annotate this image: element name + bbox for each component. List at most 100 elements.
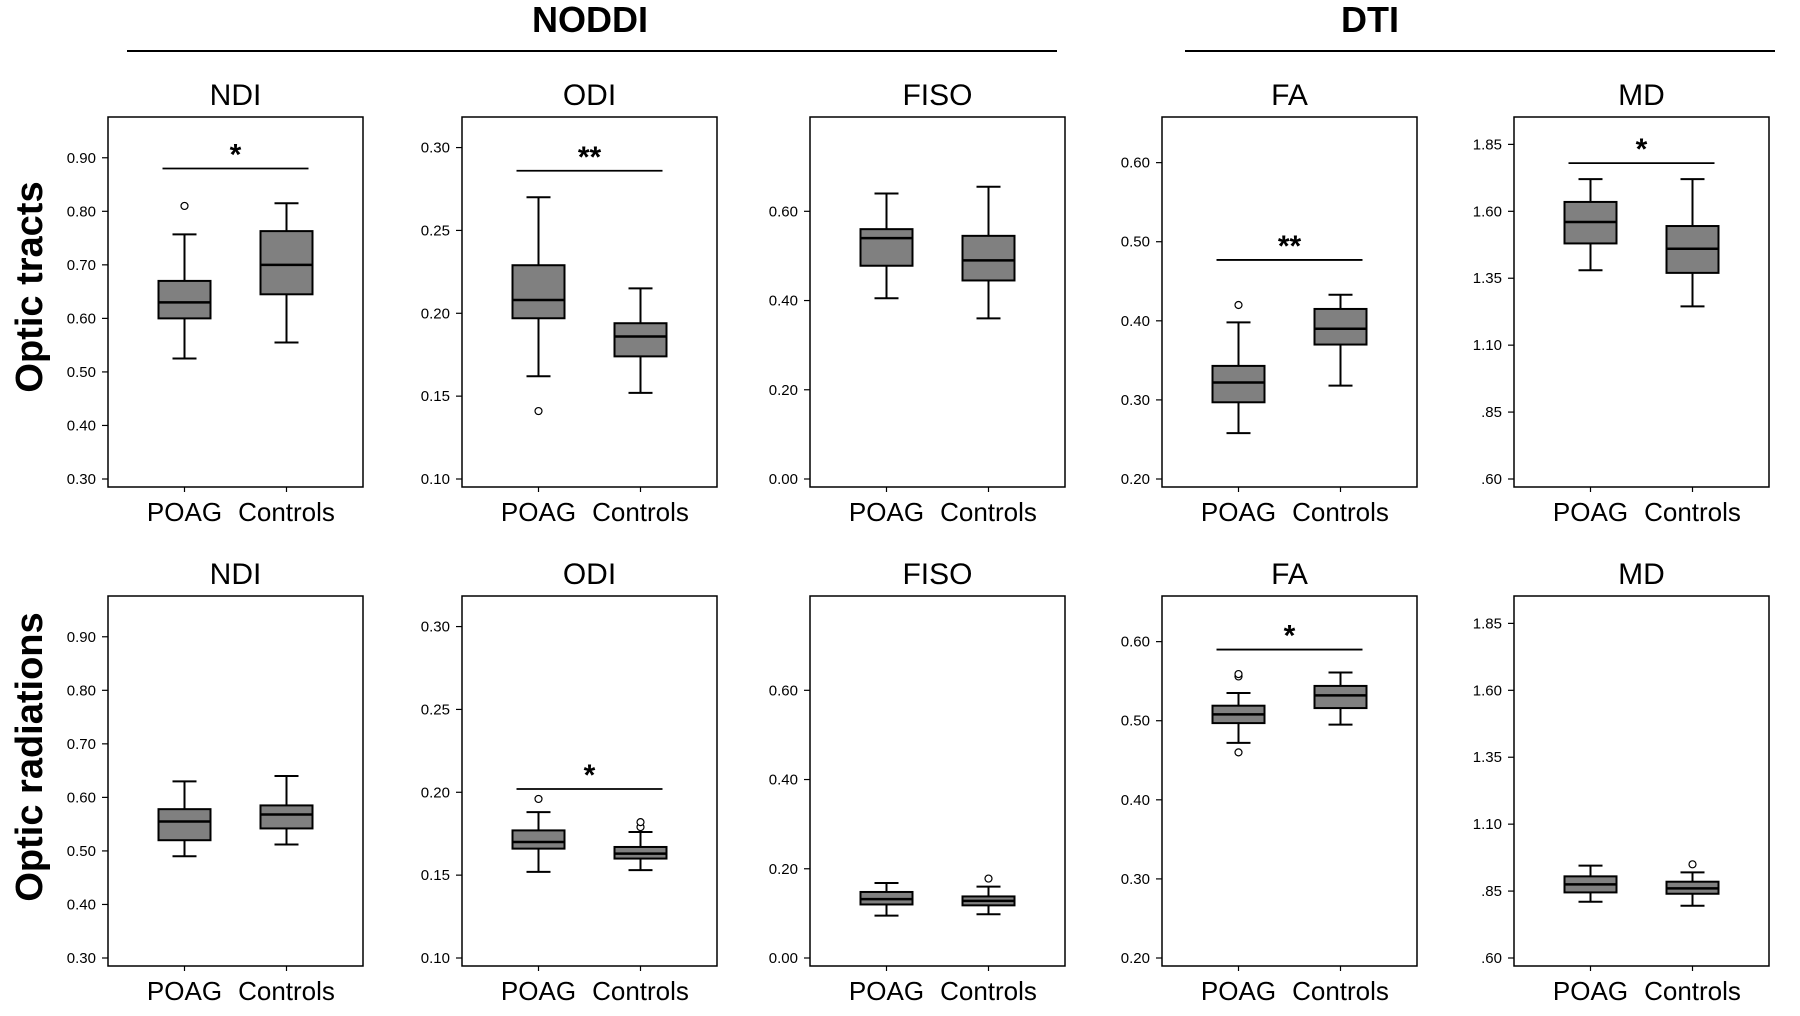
- box-poag: [511, 794, 566, 873]
- outlier-point: [1234, 300, 1243, 310]
- box-poag: [1563, 178, 1618, 272]
- y-tick-label: 0.10: [421, 471, 450, 488]
- y-tick-label: 0.40: [67, 417, 96, 434]
- panel-title-optic-tracts-fiso: FISO: [902, 79, 973, 112]
- y-tick-label: 1.85: [1473, 615, 1502, 632]
- box-poag: [1563, 864, 1618, 903]
- box-poag: [859, 882, 914, 917]
- y-tick-label: 1.60: [1473, 203, 1502, 220]
- plot-optic-tracts-ndi: 0.30 0.40 0.50 0.60 0.70 0.80 0.90 POAG Controls…: [67, 116, 364, 527]
- y-tick-label: 0.60: [67, 789, 96, 806]
- y-tick-label: 0.30: [67, 471, 96, 488]
- panel-title-optic-tracts-md: MD: [1618, 79, 1665, 112]
- box-controls: [1313, 671, 1368, 726]
- y-tick-label: 0.50: [1121, 234, 1150, 251]
- x-category-label-controls: Controls: [238, 497, 335, 527]
- x-category-label-poag: POAG: [1553, 497, 1628, 527]
- plot-frame: [1513, 116, 1770, 488]
- plot-frame: [107, 116, 364, 488]
- iqr-box: [1313, 684, 1368, 710]
- x-category-label-poag: POAG: [501, 497, 576, 527]
- iqr-box: [859, 228, 914, 267]
- y-tick-label: 0.40: [1121, 313, 1150, 330]
- x-category-label-controls: Controls: [592, 976, 689, 1006]
- plot-optic-tracts-md: .60 .85 1.10 1.35 1.60 1.85 POAG Controls *: [1473, 116, 1770, 527]
- box-controls: [259, 774, 314, 846]
- y-tick-label: 0.20: [421, 784, 450, 801]
- outlier-point: [180, 201, 189, 211]
- y-tick-label: 0.40: [769, 293, 798, 310]
- x-category-label-poag: POAG: [1553, 976, 1628, 1006]
- box-poag: [157, 201, 212, 360]
- outlier-point: [534, 406, 543, 416]
- group-rule-dti: [1185, 50, 1775, 52]
- box-poag: [1211, 669, 1266, 757]
- box-poag: [511, 196, 566, 416]
- y-tick-label: 1.35: [1473, 270, 1502, 287]
- y-tick-label: 0.10: [421, 950, 450, 967]
- x-category-label-controls: Controls: [1292, 976, 1389, 1006]
- significance-label: *: [584, 759, 596, 792]
- y-tick-label: 0.70: [67, 736, 96, 753]
- y-tick-label: 0.30: [421, 619, 450, 636]
- y-tick-label: 0.20: [1121, 471, 1150, 488]
- x-category-label-controls: Controls: [1644, 976, 1741, 1006]
- box-controls: [961, 185, 1016, 320]
- iqr-box: [1211, 364, 1266, 404]
- group-title-noddi: NODDI: [532, 0, 648, 40]
- iqr-box: [259, 804, 314, 830]
- x-category-label-poag: POAG: [501, 976, 576, 1006]
- panel-title-optic-radiations-ndi: NDI: [209, 558, 262, 591]
- y-tick-label: 1.85: [1473, 136, 1502, 153]
- y-tick-label: 0.20: [421, 305, 450, 322]
- y-tick-label: .60: [1481, 950, 1502, 967]
- box-controls: [1313, 293, 1368, 387]
- outlier-point: [1234, 669, 1243, 679]
- y-tick-label: 0.60: [1121, 155, 1150, 172]
- plot-frame: [1161, 595, 1418, 967]
- y-tick-label: 0.00: [769, 471, 798, 488]
- significance-label: *: [1284, 620, 1296, 653]
- outlier-point: [984, 874, 993, 883]
- y-tick-label: 0.60: [769, 682, 798, 699]
- significance-label: *: [230, 138, 242, 171]
- y-tick-label: .85: [1481, 404, 1502, 421]
- y-tick-label: 0.20: [769, 382, 798, 399]
- outlier-point: [534, 794, 543, 804]
- y-tick-label: 0.70: [67, 257, 96, 274]
- y-tick-label: 0.50: [1121, 713, 1150, 730]
- y-tick-label: 0.15: [421, 388, 450, 405]
- significance-label: *: [1636, 133, 1648, 166]
- group-rule-noddi: [127, 50, 1057, 52]
- x-category-label-poag: POAG: [849, 497, 924, 527]
- y-tick-label: 0.20: [1121, 950, 1150, 967]
- outlier-point: [1234, 748, 1243, 757]
- plot-optic-tracts-fa: 0.20 0.30 0.40 0.50 0.60 POAG Controls **: [1121, 116, 1418, 527]
- plot-optic-radiations-md: .60 .85 1.10 1.35 1.60 1.85 POAG Controls: [1473, 595, 1770, 1006]
- x-category-label-controls: Controls: [940, 976, 1037, 1006]
- outlier-point: [636, 818, 645, 827]
- y-tick-label: 1.35: [1473, 749, 1502, 766]
- y-tick-label: 0.60: [1121, 634, 1150, 651]
- plot-frame: [809, 595, 1066, 967]
- box-controls: [613, 818, 668, 872]
- box-poag: [859, 192, 914, 300]
- outlier-point: [1688, 860, 1697, 869]
- y-tick-label: 1.10: [1473, 816, 1502, 833]
- plot-optic-radiations-odi: 0.10 0.15 0.20 0.25 0.30 POAG Controls *: [421, 595, 718, 1006]
- x-category-label-controls: Controls: [238, 976, 335, 1006]
- iqr-box: [1313, 307, 1368, 346]
- y-tick-label: 0.80: [67, 203, 96, 220]
- y-tick-label: 0.30: [421, 140, 450, 157]
- y-tick-label: .85: [1481, 883, 1502, 900]
- x-category-label-poag: POAG: [1201, 497, 1276, 527]
- box-controls: [961, 874, 1016, 916]
- box-poag: [1211, 300, 1266, 435]
- plot-optic-radiations-fiso: 0.00 0.20 0.40 0.60 POAG Controls: [769, 595, 1066, 1006]
- box-controls: [1665, 860, 1720, 907]
- box-controls: [259, 202, 314, 344]
- iqr-box: [613, 322, 668, 358]
- y-tick-label: 0.90: [67, 150, 96, 167]
- box-controls: [613, 287, 668, 394]
